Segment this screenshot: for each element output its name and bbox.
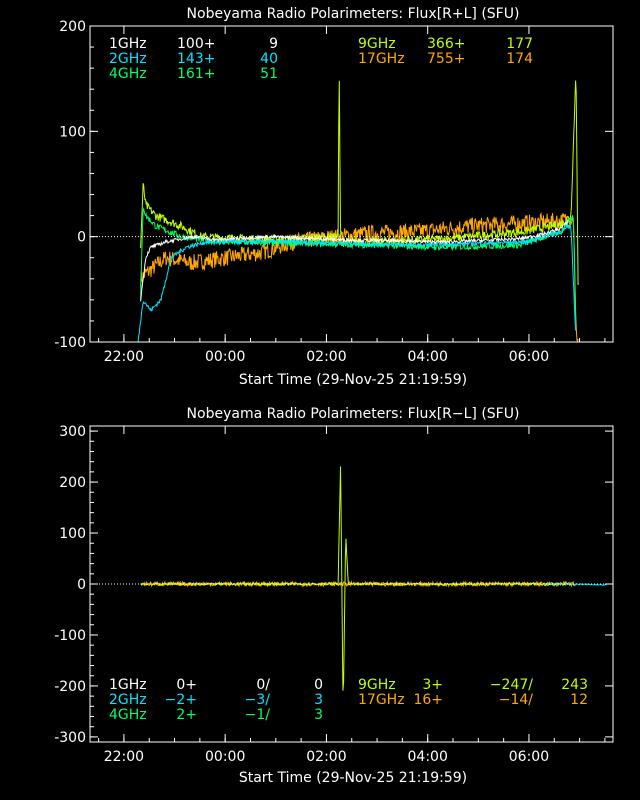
x-tick-label: 02:00 xyxy=(306,349,346,365)
flux-sum-panel: Nobeyama Radio Polarimeters: Flux[R+L] (… xyxy=(54,6,614,388)
legend-ratio: 0/ xyxy=(256,677,270,693)
series-17GHz xyxy=(140,211,579,342)
legend-base-value: 161+ xyxy=(177,66,215,82)
legend: 1GHz 0+ 0/0 2GHz −2+ −3/3 4GHz 2+ −1/3 9GHz 3+ −247… xyxy=(109,677,588,723)
legend-base-value: 143+ xyxy=(177,51,215,67)
x-tick-label: 00:00 xyxy=(205,349,245,365)
x-axis-label: Start Time (29-Nov-25 21:19:59) xyxy=(239,372,467,388)
x-axis-label: Start Time (29-Nov-25 21:19:59) xyxy=(239,770,467,786)
legend-frequency: 1GHz xyxy=(109,677,147,693)
series-9GHz xyxy=(140,466,572,691)
flux-diff-panel: Nobeyama Radio Polarimeters: Flux[R−L] (… xyxy=(54,406,614,786)
x-tick-label: 04:00 xyxy=(408,749,448,765)
legend-frequency: 17GHz xyxy=(358,51,405,67)
legend-value: 3 xyxy=(314,692,323,708)
y-tick-label: -200 xyxy=(54,679,86,695)
series-17GHz xyxy=(140,580,577,588)
legend-ratio: −247/ xyxy=(490,677,533,693)
legend-frequency: 2GHz xyxy=(109,692,147,708)
legend-base-value: −2+ xyxy=(165,692,197,708)
legend-frequency: 4GHz xyxy=(109,707,147,723)
legend-base-value: 755+ xyxy=(427,51,465,67)
series-9GHz xyxy=(140,80,579,286)
legend-ratio: −1/ xyxy=(245,707,271,723)
y-tick-label: 100 xyxy=(59,124,86,140)
y-tick-label: -300 xyxy=(54,730,86,746)
legend-value: 9 xyxy=(269,36,278,52)
legend-value: 3 xyxy=(314,707,323,723)
legend: 1GHz 100+ 9 2GHz 143+ 40 4GHz 161+ 51 9GHz 366+ 177… xyxy=(109,36,533,82)
x-tick-label: 22:00 xyxy=(104,349,144,365)
y-tick-label: 0 xyxy=(77,577,86,593)
legend-value: 51 xyxy=(260,66,278,82)
legend-ratio: −14/ xyxy=(499,692,534,708)
panel-title: Nobeyama Radio Polarimeters: Flux[R+L] (… xyxy=(187,6,520,22)
legend-base-value: 16+ xyxy=(413,692,443,708)
y-tick-label: 200 xyxy=(59,19,86,35)
legend-value: 12 xyxy=(570,692,588,708)
legend-base-value: 100+ xyxy=(177,36,215,52)
legend-base-value: 0+ xyxy=(176,677,197,693)
legend-frequency: 9GHz xyxy=(358,36,396,52)
legend-value: 0 xyxy=(314,677,323,693)
x-tick-label: 00:00 xyxy=(205,749,245,765)
y-tick-label: 200 xyxy=(59,475,86,491)
series-1GHz xyxy=(140,220,569,302)
plot-frame xyxy=(89,25,614,343)
x-tick-label: 22:00 xyxy=(104,749,144,765)
series-layer xyxy=(137,80,579,342)
legend-base-value: 366+ xyxy=(427,36,465,52)
y-tick-label: 0 xyxy=(77,230,86,246)
x-tick-label: 06:00 xyxy=(509,749,549,765)
legend-value: 174 xyxy=(506,51,533,67)
y-tick-label: 100 xyxy=(59,526,86,542)
legend-value: 243 xyxy=(561,677,588,693)
x-tick-label: 02:00 xyxy=(306,749,346,765)
legend-frequency: 4GHz xyxy=(109,66,147,82)
y-tick-label: -100 xyxy=(54,628,86,644)
series-layer xyxy=(140,466,607,691)
x-tick-label: 04:00 xyxy=(408,349,448,365)
legend-ratio: −3/ xyxy=(245,692,271,708)
legend-value: 40 xyxy=(260,51,278,67)
panel-title: Nobeyama Radio Polarimeters: Flux[R−L] (… xyxy=(187,406,520,422)
y-tick-label: 300 xyxy=(59,424,86,440)
legend-frequency: 17GHz xyxy=(358,692,405,708)
legend-base-value: 2+ xyxy=(176,707,197,723)
y-tick-label: -100 xyxy=(54,335,86,351)
legend-base-value: 3+ xyxy=(422,677,443,693)
legend-value: 177 xyxy=(506,36,533,52)
x-tick-label: 06:00 xyxy=(509,349,549,365)
series-2GHz xyxy=(137,224,576,342)
legend-frequency: 9GHz xyxy=(358,677,396,693)
legend-frequency: 1GHz xyxy=(109,36,147,52)
legend-frequency: 2GHz xyxy=(109,51,147,67)
